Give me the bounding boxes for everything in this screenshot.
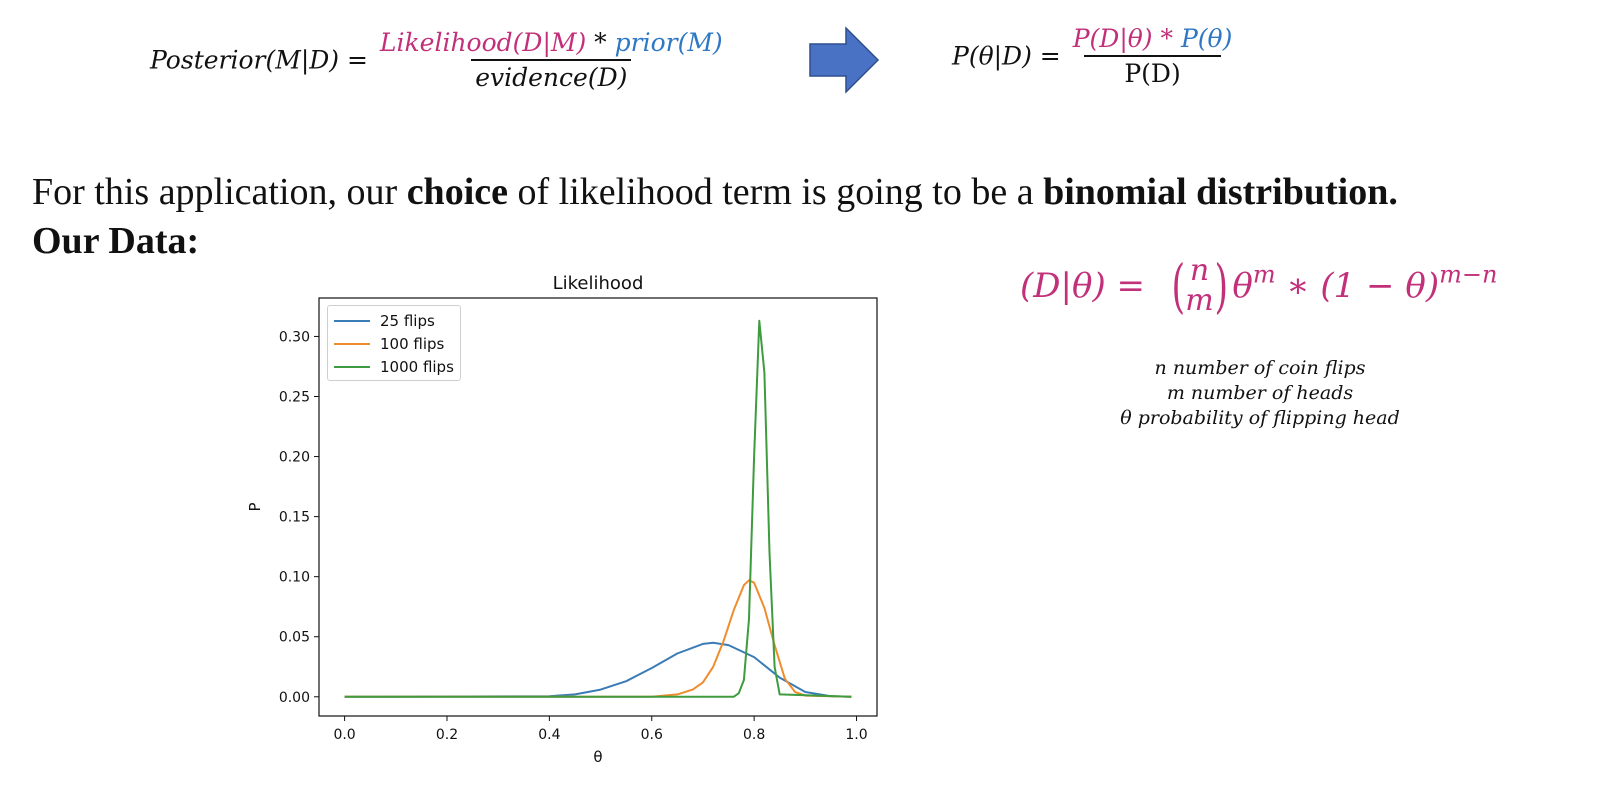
sentence-choice: choice xyxy=(406,171,508,213)
sentence-binomial: binomial distribution. xyxy=(1043,171,1398,213)
application-sentence: For this application, our choice of like… xyxy=(32,170,1398,214)
legend-label-1000: 1000 flips xyxy=(380,357,454,376)
posterior-formula: Posterior(M|D) = Likelihood(D|M) * prior… xyxy=(150,28,727,92)
our-data-heading: Our Data: xyxy=(32,220,200,262)
numerator-operator: * xyxy=(586,28,615,57)
chart-legend: 25 flips 100 flips 1000 flips xyxy=(327,305,461,381)
x-tick-label: 0.0 xyxy=(333,727,355,743)
legend-swatch-100 xyxy=(334,342,370,345)
series-line-1000-flips xyxy=(344,319,852,698)
legend-swatch-25 xyxy=(334,319,370,322)
x-tick-label: 0.2 xyxy=(436,727,458,743)
x-axis-label: θ xyxy=(593,748,602,766)
left-paren: ( xyxy=(1171,252,1185,320)
y-tick-label: 0.05 xyxy=(279,630,310,646)
binomial-exp2: m−n xyxy=(1439,260,1498,289)
binomial-n: n xyxy=(1189,253,1210,288)
variable-notes: n number of coin flips m number of heads… xyxy=(1080,356,1440,431)
y-axis-label: P xyxy=(246,502,264,511)
binomial-rhs: ∗ (1 − θ) xyxy=(1275,266,1440,306)
y-tick-label: 0.00 xyxy=(279,690,310,706)
y-tick-label: 0.15 xyxy=(279,510,310,526)
y-tick-label: 0.20 xyxy=(279,450,310,466)
bayes-likelihood: P(D|θ) xyxy=(1072,24,1153,53)
posterior-numerator: Likelihood(D|M) * prior(M) xyxy=(376,28,727,59)
legend-swatch-1000 xyxy=(334,365,370,368)
likelihood-chart: Likelihood 0.0 0.2 0.4 0.6 0.8 1.0 0.00 0.05 0.1… xyxy=(246,273,878,766)
sentence-part1: For this application, our xyxy=(32,171,407,213)
y-tick-label: 0.30 xyxy=(279,329,310,345)
bayes-operator: * xyxy=(1152,24,1181,53)
posterior-lhs: Posterior(M|D) = xyxy=(150,45,368,75)
binomial-formula: (D|θ) = ( n m ) θm ∗ (1 − θ)m−n xyxy=(1020,252,1497,320)
x-tick-label: 0.8 xyxy=(743,727,765,743)
bayes-prior: P(θ) xyxy=(1180,24,1233,53)
sentence-part2: of likelihood term is going to be a xyxy=(507,171,1044,213)
bayes-numerator: P(D|θ) * P(θ) xyxy=(1069,24,1237,55)
binomial-lhs: (D|θ) = xyxy=(1020,266,1156,306)
legend-label-25: 25 flips xyxy=(380,311,435,330)
bayes-lhs: P(θ|D) = xyxy=(952,41,1061,71)
right-paren: ) xyxy=(1214,252,1228,320)
binomial-m: m xyxy=(1185,283,1214,318)
legend-item-1000: 1000 flips xyxy=(334,355,454,378)
prior-term: prior(M) xyxy=(614,28,723,57)
note-n: n number of coin flips xyxy=(1154,357,1366,379)
legend-label-100: 100 flips xyxy=(380,334,445,353)
binomial-coefficient: n m xyxy=(1185,256,1213,316)
note-theta: θ probability of flipping head xyxy=(1120,407,1400,429)
series-line-100-flips xyxy=(344,579,852,698)
legend-item-100: 100 flips xyxy=(334,332,454,355)
series-line-25-flips xyxy=(344,641,852,698)
binomial-exp1: m xyxy=(1252,260,1276,289)
bayes-fraction: P(D|θ) * P(θ) P(D) xyxy=(1069,24,1237,88)
y-tick-label: 0.25 xyxy=(279,389,310,405)
likelihood-term: Likelihood(D|M) xyxy=(379,28,587,57)
x-tick-label: 0.6 xyxy=(641,727,663,743)
binomial-theta: θ xyxy=(1232,266,1253,306)
note-m: m number of heads xyxy=(1166,382,1354,404)
posterior-denominator: evidence(D) xyxy=(471,59,632,92)
x-tick-label: 0.4 xyxy=(538,727,560,743)
bayes-denominator: P(D) xyxy=(1084,55,1221,88)
legend-item-25: 25 flips xyxy=(334,309,454,332)
plot-frame xyxy=(318,297,878,717)
x-tick-label: 1.0 xyxy=(845,727,867,743)
right-arrow-icon xyxy=(809,26,880,94)
bayes-theta-formula: P(θ|D) = P(D|θ) * P(θ) P(D) xyxy=(952,24,1236,88)
y-tick-label: 0.10 xyxy=(279,570,310,586)
posterior-fraction: Likelihood(D|M) * prior(M) evidence(D) xyxy=(376,28,727,92)
chart-title: Likelihood xyxy=(553,273,644,294)
